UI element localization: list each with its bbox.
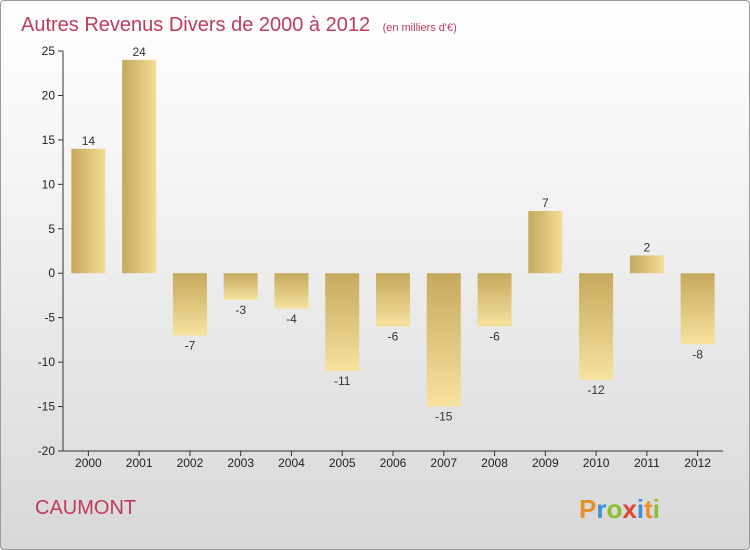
bar-2006 [376, 273, 410, 327]
x-tick-label: 2009 [532, 456, 559, 470]
logo-letter: x [622, 494, 637, 524]
data-label-2000: 14 [82, 134, 96, 148]
x-tick-label: 2005 [329, 456, 356, 470]
bar-2011 [629, 255, 664, 274]
data-label-2003: -3 [235, 303, 246, 317]
y-tick-label: -15 [38, 400, 56, 414]
data-label-2002: -7 [185, 338, 196, 352]
data-label-2012: -8 [692, 347, 703, 361]
bar-2012 [680, 273, 715, 345]
bar-2000 [71, 148, 106, 274]
data-label-2007: -15 [435, 410, 453, 424]
x-tick-label: 2008 [481, 456, 508, 470]
bar-2009 [528, 211, 563, 274]
x-tick-label: 2007 [430, 456, 457, 470]
chart-title: Autres Revenus Divers de 2000 à 2012 (en… [21, 14, 457, 36]
logo-letter: i [653, 494, 660, 524]
logo-letter: P [579, 494, 596, 524]
x-tick-label: 2010 [583, 456, 610, 470]
logo-letter: t [644, 494, 653, 524]
chart-title-text: Autres Revenus Divers de 2000 à 2012 [21, 14, 370, 36]
bar-2003 [223, 273, 258, 300]
logo-letter: i [637, 494, 644, 524]
bar-2002 [172, 273, 207, 336]
bar-2001 [122, 59, 157, 274]
y-tick-label: -20 [38, 444, 56, 458]
data-label-2005: -11 [334, 374, 351, 388]
y-tick-label: 0 [48, 266, 55, 280]
bar-2005 [325, 273, 360, 371]
data-labels: 14 24 -7 -3 -4 -11 -6 -15 -6 7 -12 2 -8 [82, 45, 704, 424]
x-tick-label: 2001 [126, 456, 153, 470]
data-label-2001: 24 [132, 45, 146, 59]
data-label-2011: 2 [644, 240, 651, 254]
x-tick-label: 2012 [684, 456, 711, 470]
x-tick-label: 2003 [227, 456, 254, 470]
data-label-2004: -4 [286, 312, 297, 326]
data-label-2008: -6 [489, 330, 500, 344]
y-tick-label: 15 [42, 133, 56, 147]
y-tick-label: -10 [38, 355, 56, 369]
x-tick-label: 2006 [380, 456, 407, 470]
y-tick-label: 10 [42, 177, 56, 191]
x-tick-label: 2002 [177, 456, 204, 470]
data-label-2009: 7 [542, 196, 549, 210]
chart-unit: (en milliers d'€) [383, 22, 457, 34]
y-tick-label: 20 [42, 88, 56, 102]
bar-2008 [477, 273, 512, 327]
x-axis: 2000 2001 2002 2003 2004 2005 2006 2007 2008 2009… [63, 450, 723, 470]
proxiti-logo: Proxiti [579, 494, 660, 524]
y-tick-label: 25 [42, 44, 56, 58]
bar-2007 [426, 273, 461, 407]
y-tick-label: 5 [48, 222, 55, 236]
data-label-2010: -12 [587, 383, 605, 397]
logo-letter: r [596, 494, 606, 524]
data-label-2006: -6 [388, 330, 399, 344]
y-axis: 25 20 15 10 5 0 -5 -10 -15 -20 [38, 44, 64, 458]
x-tick-label: 2011 [634, 456, 660, 470]
bars [71, 59, 715, 407]
x-tick-label: 2004 [278, 456, 305, 470]
commune-name: CAUMONT [35, 497, 136, 519]
y-tick-label: -5 [44, 311, 55, 325]
x-tick-label: 2000 [75, 456, 102, 470]
bar-2004 [274, 273, 309, 309]
bar-2010 [579, 273, 614, 380]
logo-letter: o [606, 494, 622, 524]
